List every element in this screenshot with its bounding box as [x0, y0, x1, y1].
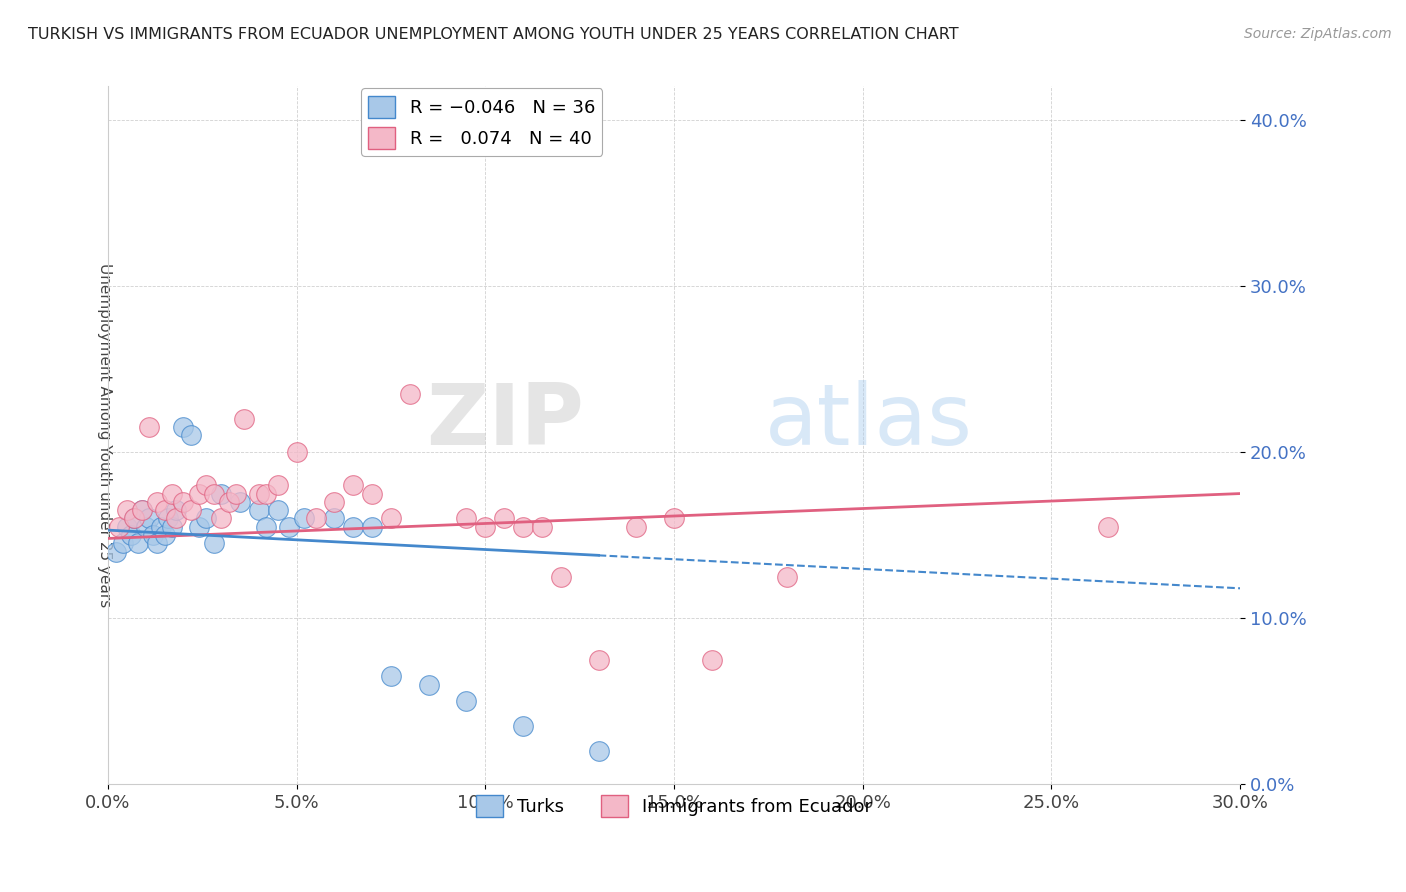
Point [380, 511, 402, 525]
Y-axis label: Unemployment Among Youth under 25 years: Unemployment Among Youth under 25 years [97, 263, 112, 607]
Point [512, 719, 534, 733]
Point [187, 520, 209, 534]
Point [138, 511, 160, 525]
Point [165, 511, 187, 525]
Point [232, 411, 254, 425]
Point [135, 520, 157, 534]
Point [342, 520, 364, 534]
Point [267, 503, 290, 517]
Text: ZIP: ZIP [426, 380, 583, 463]
Point [124, 511, 146, 525]
Point [160, 520, 183, 534]
Point [399, 387, 422, 401]
Point [180, 428, 202, 442]
Text: Source: ZipAtlas.com: Source: ZipAtlas.com [1244, 27, 1392, 41]
Point [187, 486, 209, 500]
Point [247, 503, 270, 517]
Point [588, 744, 610, 758]
Point [209, 486, 232, 500]
Point [180, 503, 202, 517]
Point [361, 486, 384, 500]
Point [115, 520, 138, 534]
Legend: Turks, Immigrants from Ecuador: Turks, Immigrants from Ecuador [468, 788, 879, 824]
Point [225, 486, 247, 500]
Text: TURKISH VS IMMIGRANTS FROM ECUADOR UNEMPLOYMENT AMONG YOUTH UNDER 25 YEARS CORRE: TURKISH VS IMMIGRANTS FROM ECUADOR UNEMP… [28, 27, 959, 42]
Point [149, 520, 172, 534]
Point [153, 528, 176, 542]
Point [172, 420, 194, 434]
Point [146, 495, 169, 509]
Point [229, 495, 252, 509]
Point [323, 511, 346, 525]
Point [112, 536, 135, 550]
Point [120, 528, 142, 542]
Point [588, 653, 610, 667]
Point [342, 478, 364, 492]
Point [494, 511, 516, 525]
Point [418, 678, 440, 692]
Point [142, 528, 165, 542]
Point [127, 536, 149, 550]
Point [157, 511, 180, 525]
Point [626, 520, 648, 534]
Text: atlas: atlas [765, 380, 973, 463]
Point [146, 536, 169, 550]
Point [202, 486, 225, 500]
Point [131, 503, 153, 517]
Point [323, 495, 346, 509]
Point [153, 503, 176, 517]
Point [104, 545, 127, 559]
Point [195, 511, 218, 525]
Point [195, 478, 218, 492]
Point [115, 503, 138, 517]
Point [138, 420, 160, 434]
Point [456, 511, 478, 525]
Point [512, 520, 534, 534]
Point [361, 520, 384, 534]
Point [304, 511, 326, 525]
Point [550, 569, 572, 583]
Point [256, 486, 278, 500]
Point [131, 503, 153, 517]
Point [160, 486, 183, 500]
Point [700, 653, 723, 667]
Point [1097, 520, 1119, 534]
Point [172, 495, 194, 509]
Point [267, 478, 290, 492]
Point [256, 520, 278, 534]
Point [380, 669, 402, 683]
Point [218, 495, 240, 509]
Point [662, 511, 685, 525]
Point [278, 520, 301, 534]
Point [124, 511, 146, 525]
Point [474, 520, 496, 534]
Point [209, 511, 232, 525]
Point [530, 520, 553, 534]
Point [202, 536, 225, 550]
Point [456, 694, 478, 708]
Point [165, 503, 187, 517]
Point [247, 486, 270, 500]
Point [292, 511, 315, 525]
Point [108, 520, 131, 534]
Point [285, 445, 308, 459]
Point [776, 569, 799, 583]
